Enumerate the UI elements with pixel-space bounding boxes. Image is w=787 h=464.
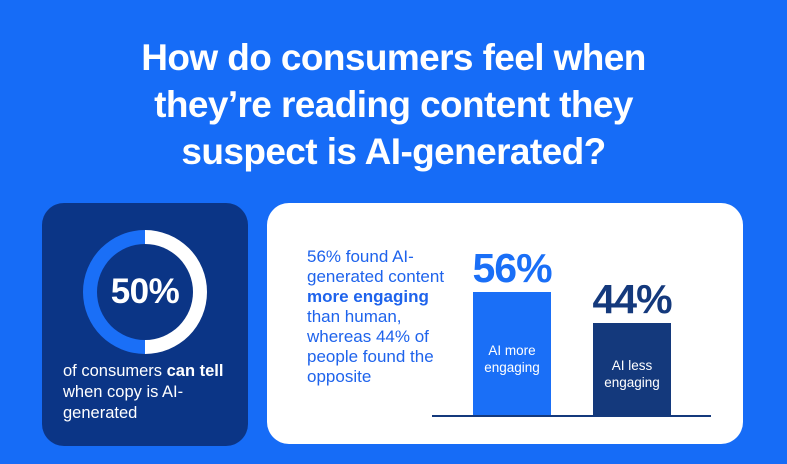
- donut-caption: of consumers can tell when copy is AI-ge…: [63, 361, 235, 424]
- stat-card-can-tell: 50% of consumers can tell when copy is A…: [42, 203, 248, 446]
- bar-category-label-ai-more: AI more engaging: [484, 342, 540, 375]
- bar-chart-card: 56% found AI-generated content more enga…: [267, 203, 743, 444]
- chart-description-text-1: 56% found AI-generated content: [307, 247, 445, 286]
- title-line-3: suspect is AI-generated?: [181, 131, 606, 172]
- donut-caption-text-1: of consumers: [63, 362, 167, 380]
- bar-value-label-ai-more: 56%: [472, 245, 552, 291]
- title-line-2: they’re reading content they: [154, 84, 633, 125]
- chart-description-bold: more engaging: [307, 287, 429, 306]
- donut-chart: 50%: [83, 230, 207, 354]
- chart-description: 56% found AI-generated content more enga…: [307, 247, 447, 387]
- donut-caption-text-2: when copy is AI-generated: [63, 383, 184, 422]
- bar-ai-less-engaging: AI less engaging: [593, 323, 671, 415]
- bar-ai-more-engaging: AI more engaging: [473, 292, 551, 415]
- chart-description-text-2: than human, whereas 44% of people found …: [307, 307, 434, 386]
- donut-caption-bold: can tell: [166, 362, 224, 380]
- chart-baseline: [432, 415, 711, 417]
- title-line-1: How do consumers feel when: [141, 37, 646, 78]
- bar-value-label-ai-less: 44%: [592, 276, 672, 322]
- donut-value-label: 50%: [110, 272, 180, 311]
- page-title: How do consumers feel when they’re readi…: [0, 34, 787, 175]
- bar-category-label-ai-less: AI less engaging: [604, 358, 660, 390]
